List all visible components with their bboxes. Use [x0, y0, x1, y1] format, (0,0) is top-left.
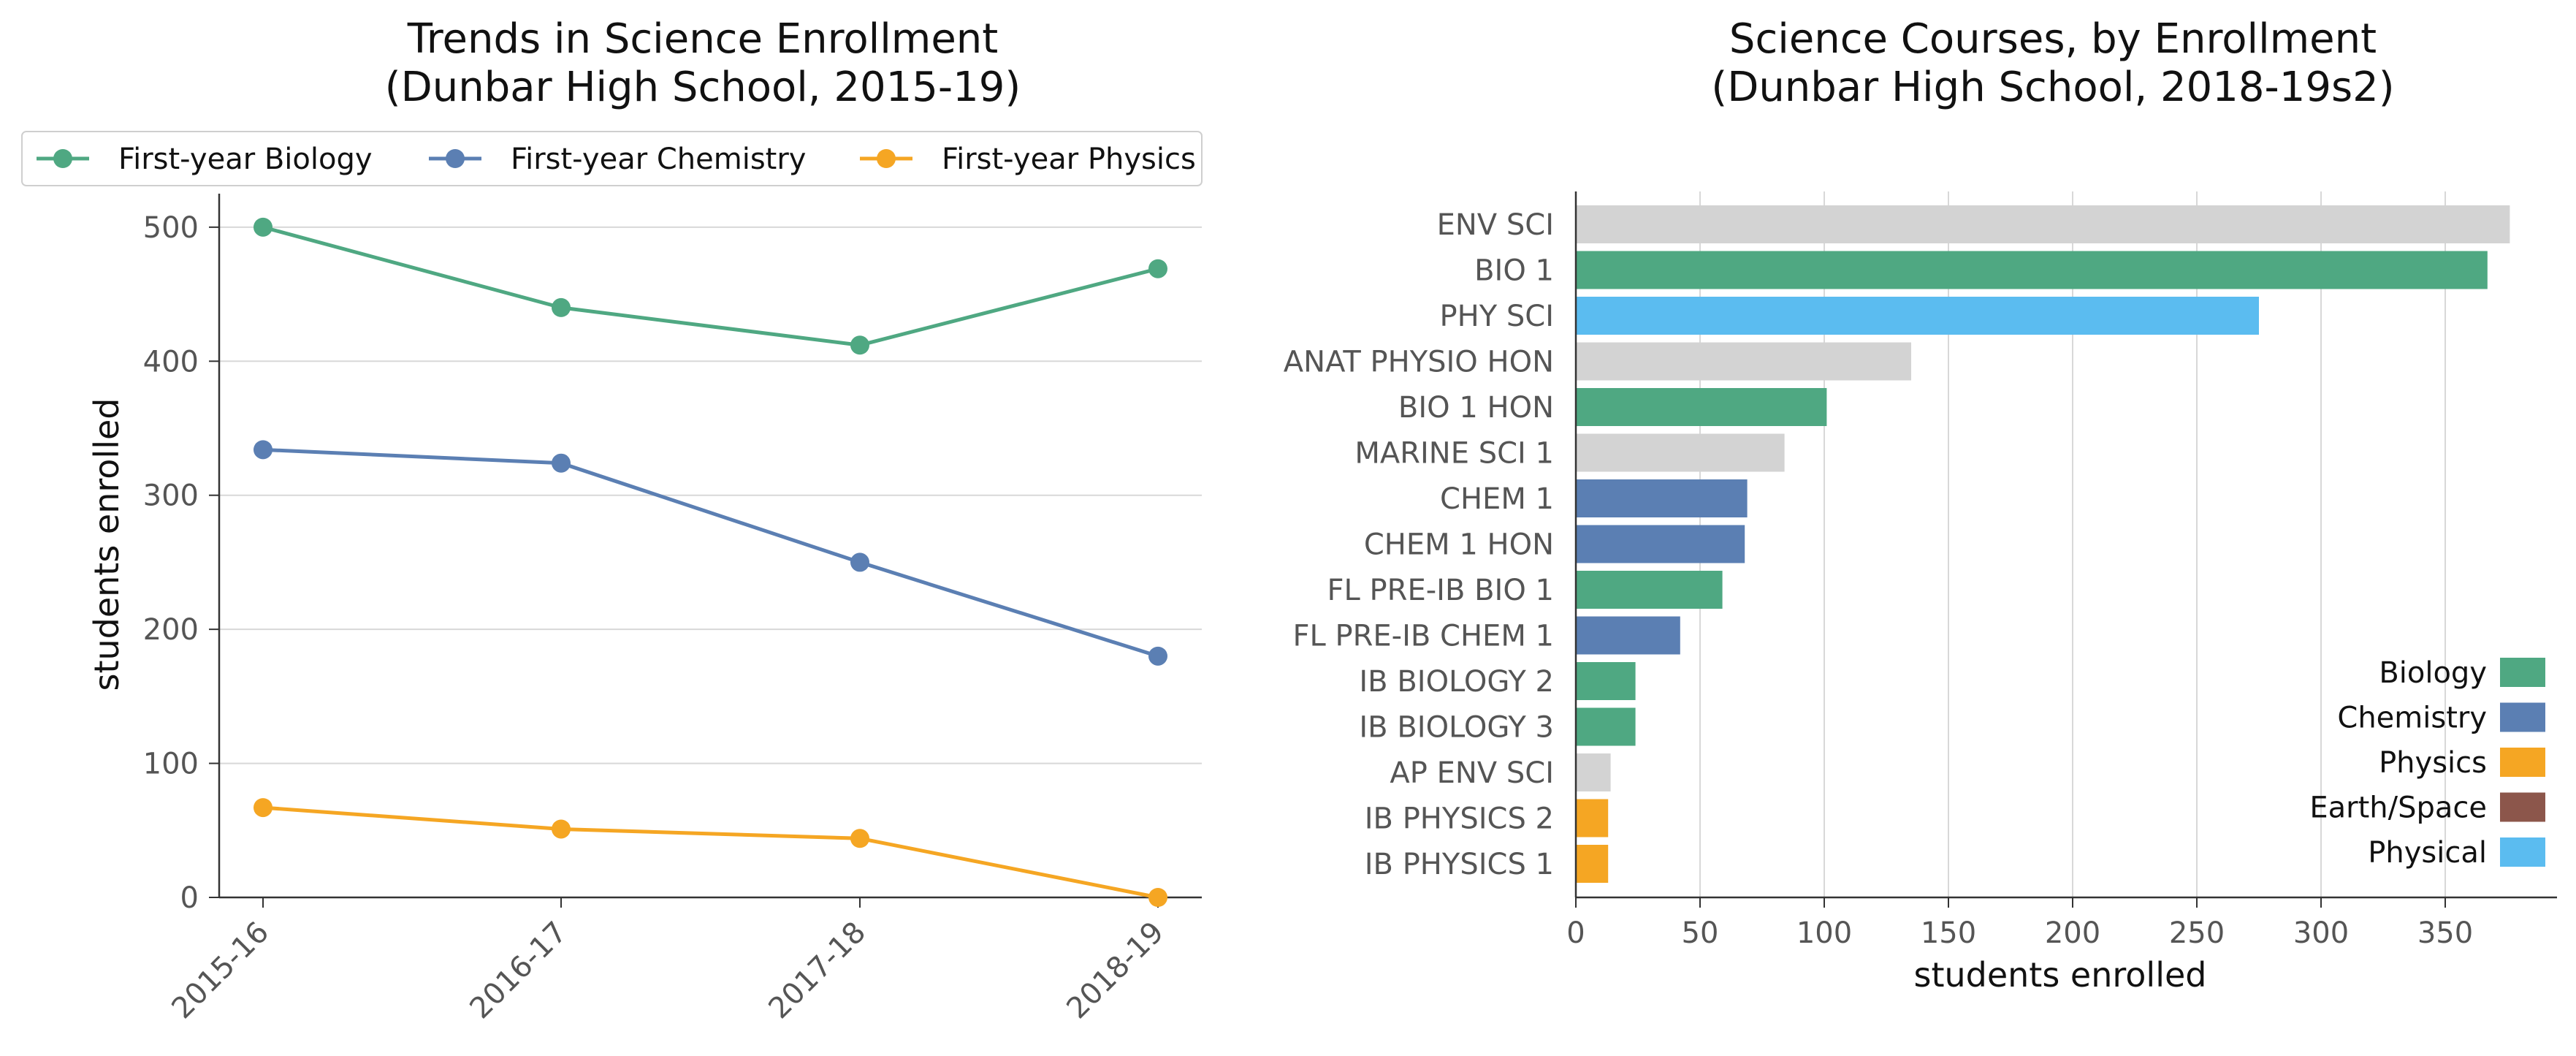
legend-marker	[53, 149, 72, 168]
line-chart-legend: First-year Biology First-year Chemistry Fi…	[21, 131, 1203, 186]
y-tick-label: 500	[143, 211, 199, 245]
legend-marker	[446, 149, 465, 168]
category-label: ANAT PHYSIO HON	[1284, 346, 1554, 379]
bar	[1576, 845, 1609, 883]
bar	[1576, 616, 1680, 655]
data-point	[850, 335, 869, 355]
legend-label: First-year Biology	[118, 143, 373, 176]
bar-chart-title-line2: (Dunbar High School, 2018-19s2)	[1711, 64, 2394, 111]
x-tick-label: 2015-16	[165, 916, 275, 1026]
data-point	[1148, 646, 1167, 666]
legend-marker	[877, 149, 896, 168]
series-line	[262, 447, 1159, 658]
bar	[1576, 753, 1611, 791]
bar	[1576, 251, 2488, 289]
category-label: MARINE SCI 1	[1354, 437, 1554, 471]
x-tick-label: 2017-18	[762, 916, 872, 1026]
data-point	[850, 829, 869, 848]
y-tick-label: 0	[180, 881, 199, 915]
bar	[1576, 662, 1636, 700]
bar	[1576, 205, 2510, 243]
x-tick-label: 50	[1682, 916, 1719, 950]
x-tick-label: 0	[1566, 916, 1585, 950]
category-label: IB PHYSICS 2	[1365, 802, 1554, 836]
bar-chart-legend: Biology Chemistry Physics Earth/Space Physic…	[2309, 656, 2545, 870]
legend-swatch	[2500, 658, 2545, 687]
category-label: ENV SCI	[1437, 208, 1554, 242]
data-point	[850, 552, 869, 572]
y-tick-label: 400	[143, 345, 199, 379]
bar	[1576, 342, 1911, 381]
bar	[1576, 388, 1827, 426]
series-line	[262, 805, 1159, 900]
category-label: IB PHYSICS 1	[1365, 848, 1554, 881]
data-point	[1148, 888, 1167, 907]
bar-chart-title-line1: Science Courses, by Enrollment	[1729, 15, 2377, 63]
legend-swatch	[2500, 748, 2545, 777]
data-point	[254, 798, 273, 818]
legend-label: Physics	[2379, 746, 2487, 780]
line-chart-title-line2: (Dunbar High School, 2015-19)	[385, 64, 1021, 111]
category-label: CHEM 1	[1440, 482, 1554, 516]
y-tick-label: 100	[143, 748, 199, 781]
x-tick-label: 200	[2045, 916, 2100, 950]
bar	[1576, 433, 1785, 472]
bar	[1576, 479, 1748, 517]
series-line	[262, 225, 1159, 347]
category-label: BIO 1 HON	[1398, 391, 1554, 425]
category-label: IB BIOLOGY 2	[1359, 665, 1554, 699]
x-tick-label: 2016-17	[463, 916, 573, 1026]
category-label: FL PRE-IB CHEM 1	[1292, 620, 1554, 653]
category-label: FL PRE-IB BIO 1	[1327, 574, 1554, 607]
line-chart-y-axis-label: students enrolled	[87, 398, 126, 691]
legend-swatch	[2500, 702, 2545, 732]
line-chart-title-line1: Trends in Science Enrollment	[407, 15, 998, 63]
x-tick-label: 300	[2293, 916, 2349, 950]
legend-swatch	[2500, 837, 2545, 867]
bar-chart: ENV SCI BIO 1 PHY SCI ANAT PHYSIO HON BIO 1 …	[1284, 191, 2557, 950]
data-point	[552, 297, 571, 317]
category-label: CHEM 1 HON	[1364, 528, 1554, 562]
data-point	[552, 819, 571, 839]
x-tick-label: 100	[1796, 916, 1852, 950]
data-point	[1148, 259, 1167, 278]
y-tick-label: 200	[143, 613, 199, 647]
x-tick-label: 2018-19	[1060, 916, 1170, 1026]
data-point	[254, 217, 273, 237]
legend-label: Earth/Space	[2309, 791, 2487, 825]
legend-label: Physical	[2368, 836, 2487, 870]
category-label: AP ENV SCI	[1390, 756, 1554, 790]
bar	[1576, 525, 1745, 563]
legend-box	[21, 131, 1203, 186]
legend-label: First-year Chemistry	[511, 143, 806, 176]
legend-swatch	[2500, 792, 2545, 822]
legend-label: First-year Physics	[942, 143, 1196, 176]
x-tick-label: 150	[1921, 916, 1976, 950]
legend-label: Biology	[2379, 656, 2487, 690]
category-label: PHY SCI	[1440, 300, 1554, 333]
bar	[1576, 571, 1723, 609]
bar-chart-x-axis-label: students enrolled	[1914, 955, 2207, 995]
bar	[1576, 707, 1636, 746]
data-point	[552, 453, 571, 473]
y-tick-label: 300	[143, 479, 199, 513]
category-label: BIO 1	[1474, 254, 1554, 288]
data-point	[254, 440, 273, 460]
x-tick-label: 250	[2169, 916, 2225, 950]
bar	[1576, 297, 2259, 335]
x-tick-label: 350	[2417, 916, 2473, 950]
line-chart: 0 100 200 300 400 500 2015-16 2016-17 2017-18 201…	[21, 131, 1203, 1026]
category-label: IB BIOLOGY 3	[1359, 711, 1554, 745]
bar	[1576, 799, 1609, 837]
legend-label: Chemistry	[2337, 702, 2487, 735]
